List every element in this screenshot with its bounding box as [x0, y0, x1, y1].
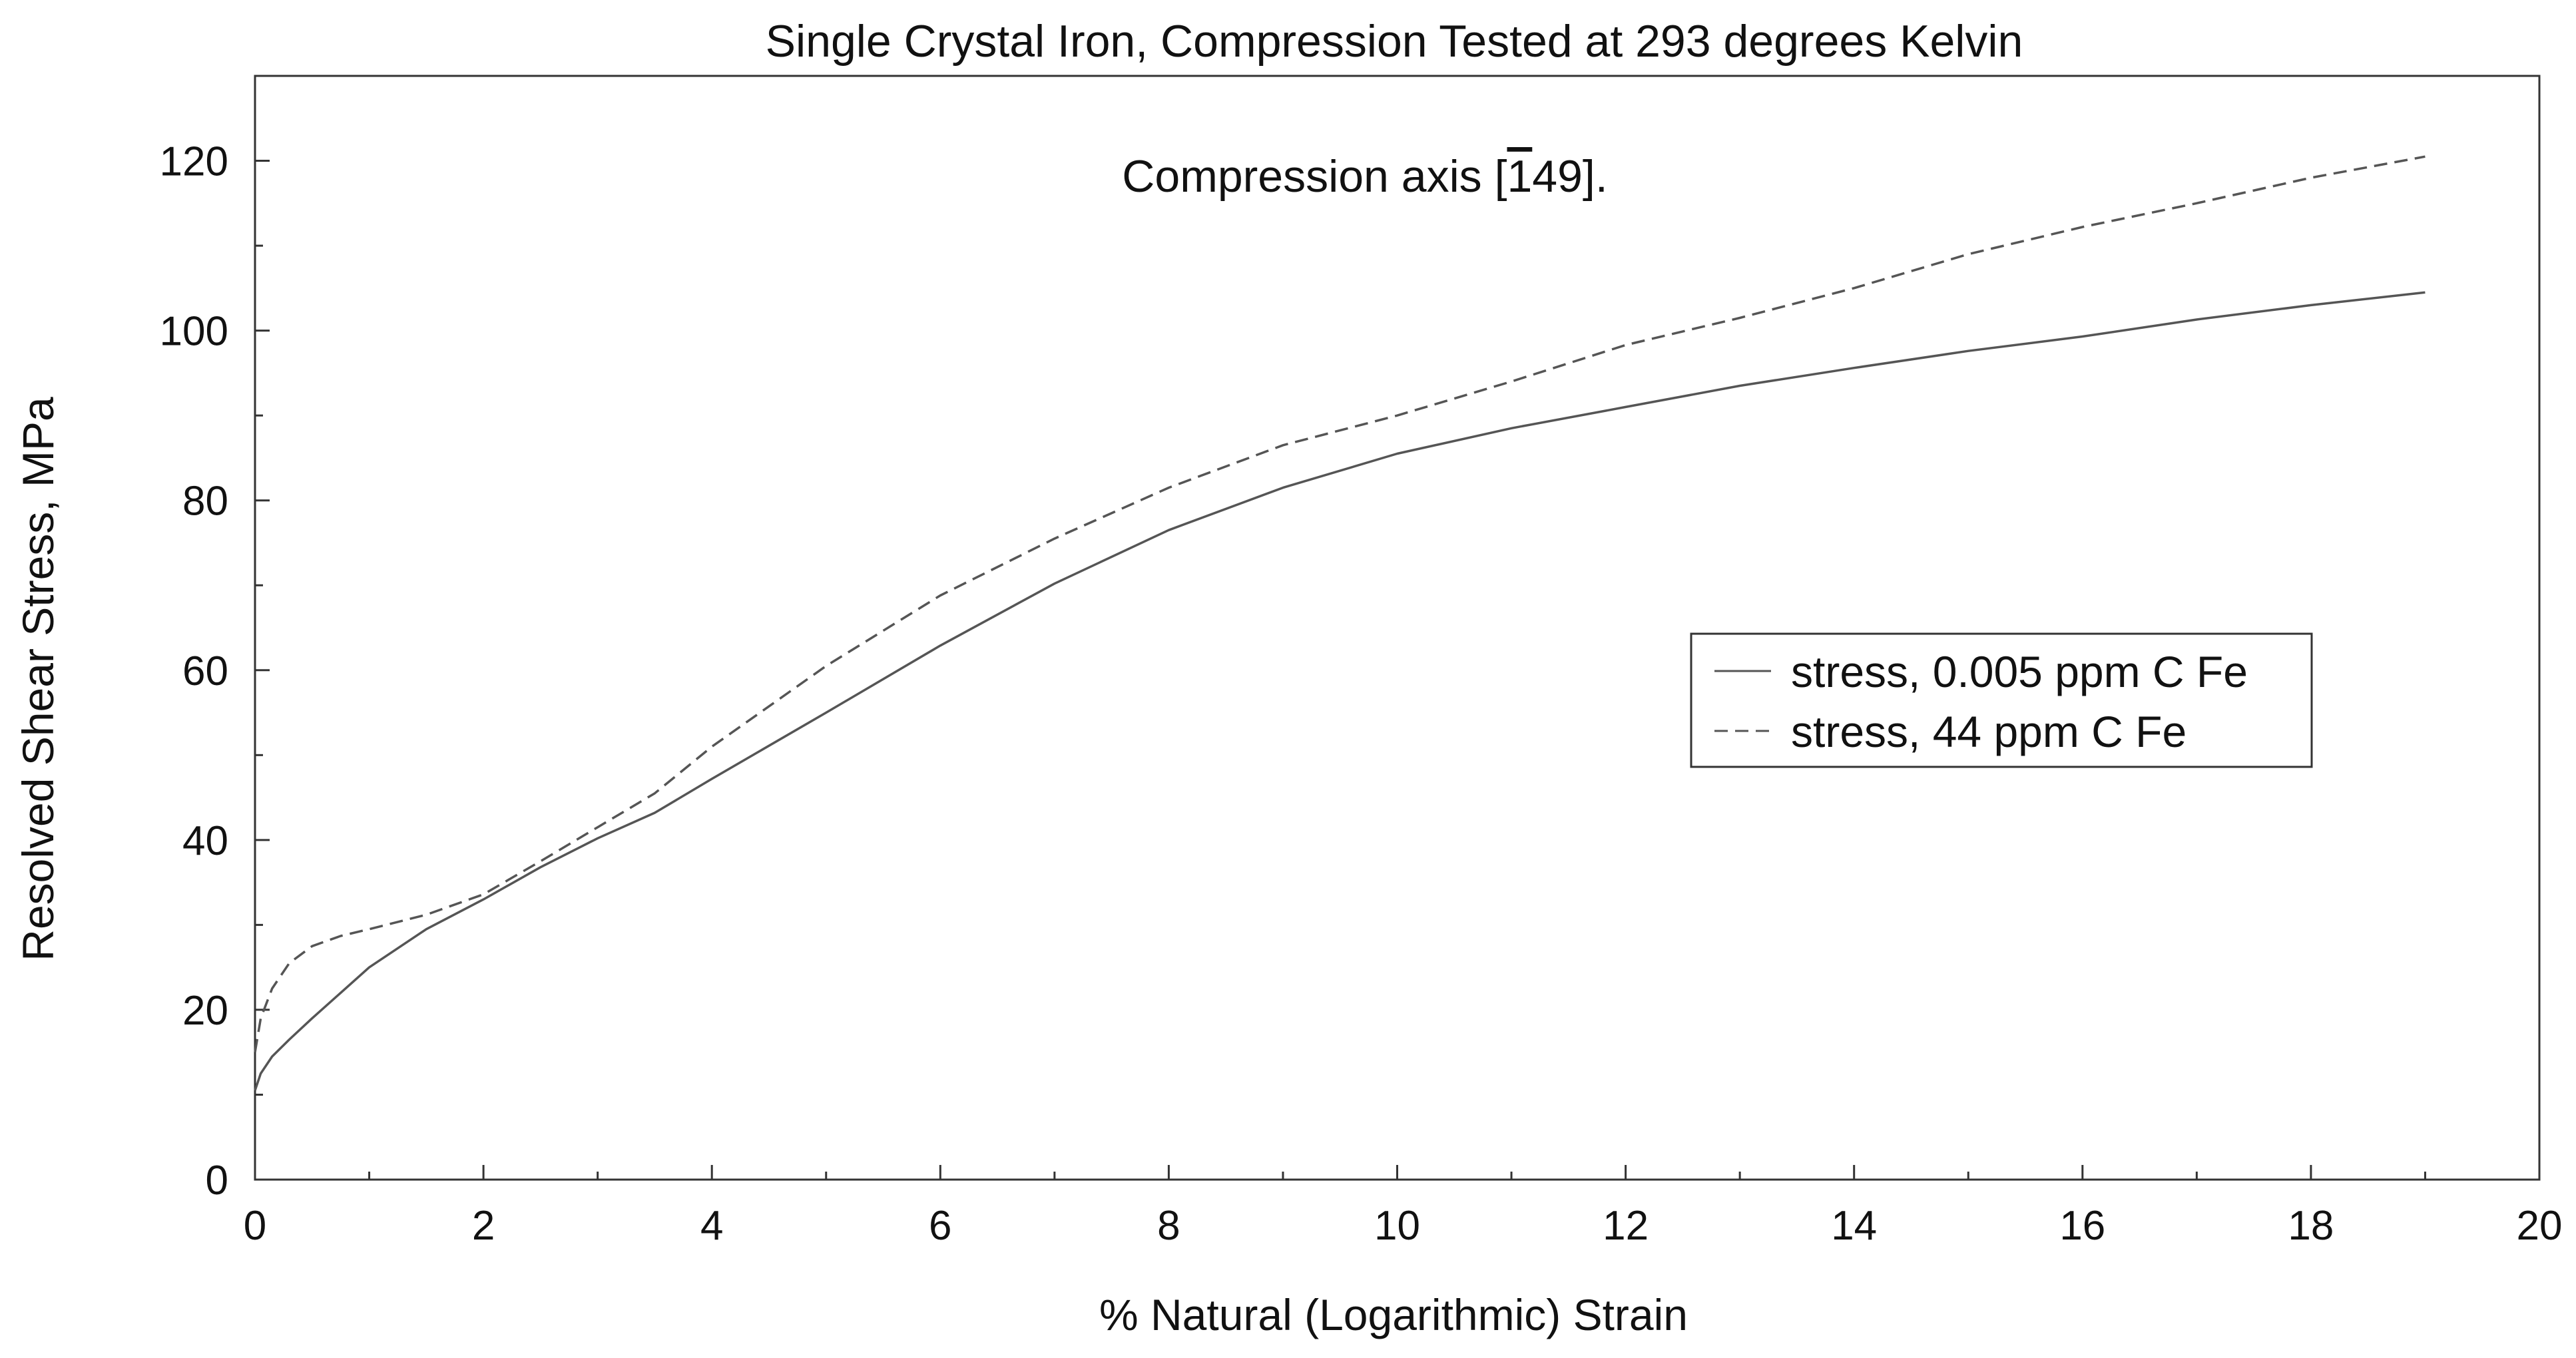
- annotation-suffix: 49].: [1532, 151, 1607, 202]
- y-tick-label: 80: [182, 479, 228, 525]
- chart-annotation: Compression axis [149].: [1122, 151, 1607, 202]
- series-layer: [254, 155, 2426, 1091]
- x-tick-label: 10: [1374, 1203, 1420, 1249]
- x-tick-label: 6: [929, 1203, 951, 1249]
- y-axis-title: Resolved Shear Stress, MPa: [13, 397, 63, 961]
- y-tick-label: 40: [182, 818, 228, 864]
- y-tick-label: 100: [160, 309, 228, 355]
- y-tick-label: 20: [182, 988, 228, 1034]
- y-tick-label: 120: [160, 139, 228, 185]
- y-tick-label: 60: [182, 648, 228, 694]
- x-axis: 0 2 4 6 8 10 12 14 16 18 20: [244, 1165, 2563, 1249]
- x-tick-label: 16: [2059, 1203, 2105, 1249]
- annotation-prefix: Compression axis [: [1122, 151, 1507, 202]
- x-tick-label: 2: [472, 1203, 495, 1249]
- y-axis: 0 20 40 60 80 100 120: [160, 139, 270, 1204]
- x-tick-label: 4: [700, 1203, 723, 1249]
- series-line-0005ppm: [254, 291, 2426, 1091]
- legend-label-solid: stress, 0.005 ppm C Fe: [1791, 647, 2248, 696]
- x-axis-title: % Natural (Logarithmic) Strain: [1099, 1290, 1688, 1339]
- x-tick-label: 0: [244, 1203, 266, 1249]
- annotation-overbar-digit: 1: [1507, 151, 1532, 202]
- x-tick-label: 20: [2517, 1203, 2563, 1249]
- chart-title: Single Crystal Iron, Compression Tested …: [766, 16, 2023, 67]
- x-tick-label: 8: [1157, 1203, 1180, 1249]
- y-tick-label: 0: [206, 1158, 228, 1204]
- x-tick-label: 18: [2288, 1203, 2334, 1249]
- legend: stress, 0.005 ppm C Fe stress, 44 ppm C …: [1690, 632, 2313, 768]
- legend-label-dashed: stress, 44 ppm C Fe: [1791, 707, 2187, 756]
- x-tick-label: 14: [1831, 1203, 1877, 1249]
- legend-box: [1690, 632, 2313, 768]
- x-tick-label: 12: [1603, 1203, 1649, 1249]
